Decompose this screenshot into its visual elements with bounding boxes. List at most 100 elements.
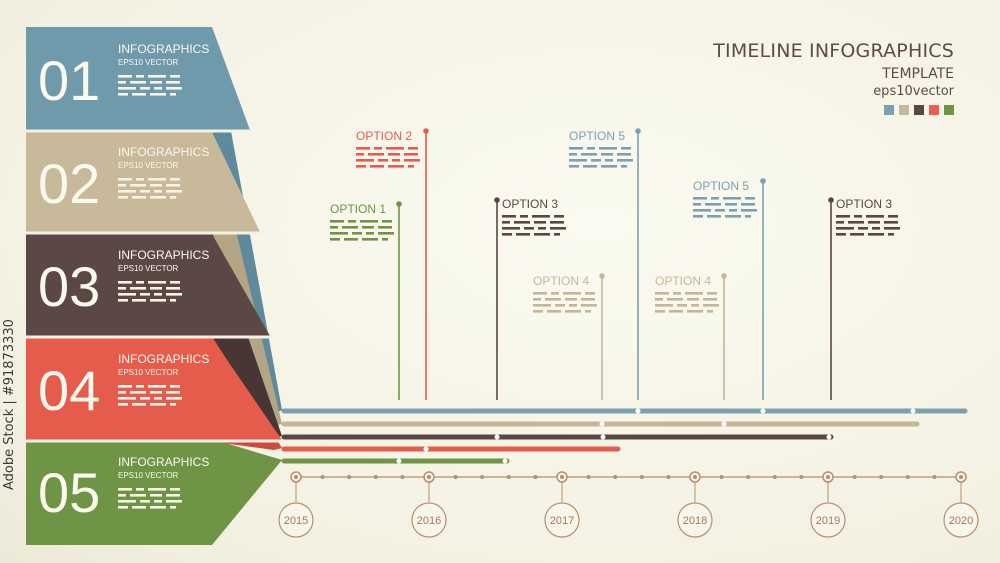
placeholder-dash xyxy=(621,165,627,168)
option-label: OPTION 3 xyxy=(836,197,892,211)
placeholder-dash xyxy=(118,488,132,491)
placeholder-dash xyxy=(150,403,166,406)
placeholder-dash xyxy=(850,233,864,236)
option-label: OPTION 3 xyxy=(502,197,558,211)
placeholder-dash xyxy=(520,215,528,218)
placeholder-dash xyxy=(118,403,128,406)
placeholder-dash xyxy=(118,75,132,78)
year-axis: 2015 2016 2017 2018 2019 2020 xyxy=(278,471,979,538)
placeholder-dash xyxy=(585,310,591,313)
placeholder-dash xyxy=(836,221,844,224)
year-marker-center xyxy=(294,475,298,479)
placeholder-dash xyxy=(130,287,146,290)
placeholder-dash xyxy=(868,233,884,236)
placeholder-dash xyxy=(154,87,162,90)
option-flags: OPTION 1 OPTION 2 OPTION 3 OPTION 4 OPTION 5… xyxy=(330,128,900,400)
year-marker-center xyxy=(693,475,697,479)
page-title: TIMELINE INFOGRAPHICS xyxy=(713,40,954,62)
placeholder-dash xyxy=(170,506,176,509)
placeholder-dash xyxy=(502,221,510,224)
placeholder-dash xyxy=(551,292,559,295)
placeholder-dash xyxy=(408,147,418,150)
title-block: TIMELINE INFOGRAPHICS TEMPLATE eps10vect… xyxy=(713,40,954,115)
placeholder-dash xyxy=(378,226,392,229)
placeholder-dash xyxy=(362,226,374,229)
placeholder-dash xyxy=(118,299,128,302)
placeholder-dash xyxy=(581,153,597,156)
axis-minor-dot xyxy=(506,475,511,479)
placeholder-dash xyxy=(136,178,144,181)
placeholder-dash xyxy=(581,298,595,301)
placeholder-dash xyxy=(621,147,631,150)
placeholder-dash xyxy=(148,385,166,388)
year-circle xyxy=(943,502,979,538)
placeholder-dash xyxy=(741,203,755,206)
placeholder-dash xyxy=(388,165,404,168)
placeholder-dash xyxy=(581,304,597,307)
placeholder-dash xyxy=(705,203,721,206)
axis-minor-dot xyxy=(719,475,724,479)
placeholder-dash xyxy=(550,227,566,230)
placeholder-dash xyxy=(166,87,182,90)
placeholder-dash xyxy=(691,304,699,307)
placeholder-dash xyxy=(170,93,176,96)
timeline-bars xyxy=(281,408,968,464)
placeholder-dash xyxy=(382,220,392,223)
placeholder-dash xyxy=(154,190,162,193)
placeholder-dash xyxy=(502,227,520,230)
placeholder-dash xyxy=(569,153,577,156)
placeholder-dash xyxy=(366,232,374,235)
step-panel-3 xyxy=(26,234,270,336)
placeholder-dash xyxy=(166,391,180,394)
page-subtitle: TEMPLATE xyxy=(882,66,954,82)
axis-minor-dot xyxy=(639,475,644,479)
placeholder-dash xyxy=(502,215,516,218)
placeholder-dash xyxy=(118,87,136,90)
placeholder-dash xyxy=(132,403,146,406)
placeholder-dash xyxy=(565,310,581,313)
placeholder-dash xyxy=(667,298,683,301)
placeholder-dash xyxy=(723,197,741,200)
step-panel-1 xyxy=(26,27,250,130)
placeholder-dash xyxy=(693,209,711,212)
placeholder-dash xyxy=(360,220,378,223)
placeholder-dash xyxy=(166,494,180,497)
placeholder-dash xyxy=(132,196,146,199)
placeholder-dash xyxy=(707,292,717,295)
placeholder-dash xyxy=(565,298,577,301)
placeholder-dash xyxy=(132,299,146,302)
placeholder-dash xyxy=(118,196,128,199)
placeholder-dash xyxy=(854,215,862,218)
color-swatch xyxy=(899,105,909,115)
option-flag: OPTION 5 xyxy=(569,128,641,400)
placeholder-dash xyxy=(118,506,128,509)
placeholder-dash xyxy=(547,310,561,313)
placeholder-dash xyxy=(330,238,340,241)
year-marker-center xyxy=(826,475,830,479)
placeholder-dash xyxy=(140,87,150,90)
step-sub-5: EPS10 VECTOR xyxy=(118,471,179,480)
step-panel-2 xyxy=(26,132,260,232)
placeholder-dash xyxy=(532,215,550,218)
placeholder-dash xyxy=(150,93,166,96)
placeholder-dash xyxy=(166,397,182,400)
placeholder-dash xyxy=(150,287,162,290)
placeholder-dash xyxy=(118,287,126,290)
placeholder-dash xyxy=(669,310,683,313)
placeholder-dash xyxy=(118,293,136,296)
placeholder-dash xyxy=(524,227,534,230)
placeholder-dash xyxy=(591,159,601,162)
placeholder-dash xyxy=(617,159,633,162)
placeholder-dash xyxy=(118,500,136,503)
year-circle xyxy=(278,502,314,538)
axis-minor-dot xyxy=(347,475,352,479)
placeholder-dash xyxy=(729,209,737,212)
placeholder-dash xyxy=(569,165,579,168)
axis-minor-dot xyxy=(746,475,751,479)
axis-minor-dot xyxy=(480,475,485,479)
placeholder-dash xyxy=(554,215,564,218)
placeholder-dash xyxy=(872,227,880,230)
year-circle xyxy=(544,502,580,538)
placeholder-dash xyxy=(703,298,717,301)
placeholder-dash xyxy=(136,385,144,388)
